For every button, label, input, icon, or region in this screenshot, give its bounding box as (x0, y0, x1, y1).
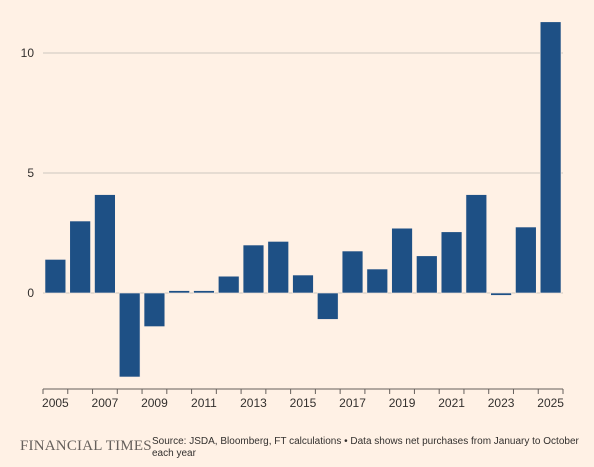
bar-2025 (539, 21, 562, 294)
x-tick-label: 2025 (537, 396, 564, 410)
x-axis: 2005 2007 2009 2011 2013 2015 2017 2019 2021 2023… (42, 388, 564, 410)
bar-2019 (391, 227, 413, 294)
bar-2008 (118, 292, 141, 378)
bar-2006 (69, 220, 91, 294)
bar-2012 (218, 275, 240, 294)
bars (44, 21, 562, 378)
x-tick-label: 2007 (92, 396, 119, 410)
bar-2005 (44, 259, 67, 294)
bar-2020 (416, 255, 438, 294)
bar-2024 (515, 226, 537, 294)
x-tick-label: 2011 (191, 396, 217, 410)
x-tick-label: 2009 (141, 396, 168, 410)
x-tick-label: 2017 (339, 396, 366, 410)
bar-2023 (490, 292, 512, 296)
chart-footer: FINANCIAL TIMES Source: JSDA, Bloomberg,… (20, 436, 586, 460)
source-note: Source: JSDA, Bloomberg, FT calculations… (152, 436, 579, 459)
y-tick-label: 0 (27, 286, 34, 300)
bar-2010 (168, 290, 190, 294)
x-tick-label: 2021 (438, 396, 465, 410)
bar-2013 (242, 244, 265, 294)
bar-2015 (292, 274, 314, 294)
x-tick-label: 2015 (290, 396, 317, 410)
x-tick-label: 2019 (389, 396, 416, 410)
bar-2021 (440, 231, 463, 294)
bar-2016 (317, 292, 339, 320)
bar-2011 (193, 290, 215, 294)
bar-2018 (366, 268, 388, 294)
bar-2017 (341, 250, 364, 294)
bar-2007 (94, 194, 116, 294)
y-tick-label: 5 (27, 166, 34, 180)
ft-logo: FINANCIAL TIMES (20, 438, 152, 454)
x-tick-label: 2023 (488, 396, 515, 410)
y-tick-label: 10 (21, 46, 35, 60)
bar-2009 (143, 292, 166, 327)
bar-2014 (267, 241, 289, 294)
bar-2022 (465, 194, 488, 294)
x-tick-label: 2005 (42, 396, 69, 410)
x-tick-label: 2013 (240, 396, 267, 410)
bar-chart: 0 5 10 2005 2007 2009 2011 2013 2015 2017 2019 202… (21, 21, 564, 410)
